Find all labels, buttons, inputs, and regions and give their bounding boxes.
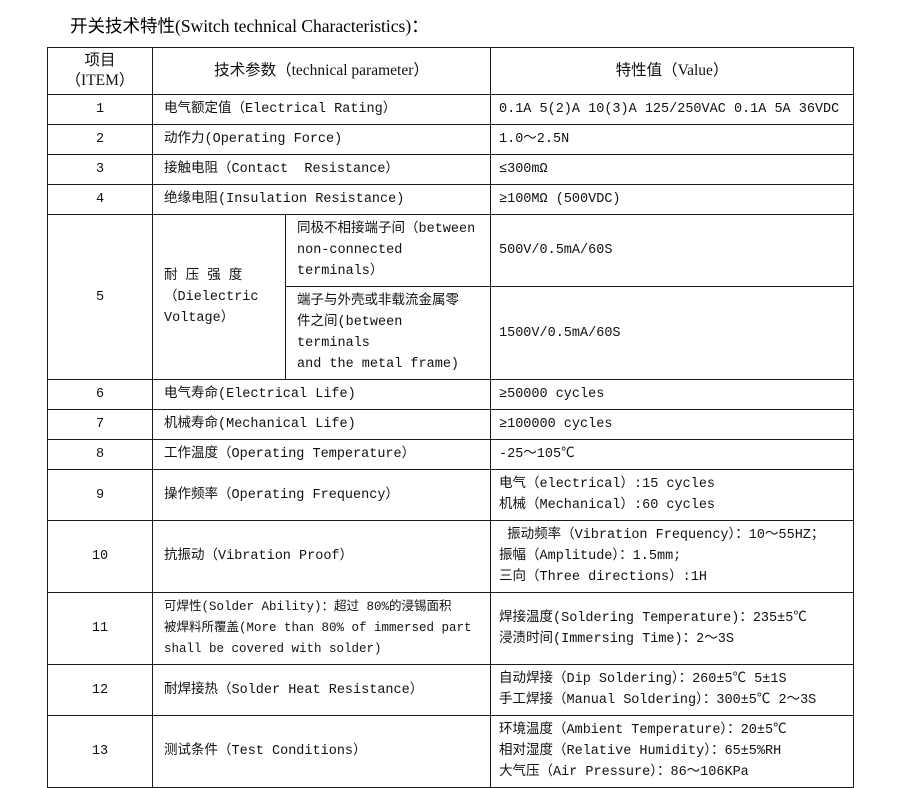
item-cell: 10 <box>47 520 153 593</box>
spec-row-1: 1 电气额定值（Electrical Rating） 0.1A 5(2)A 10… <box>47 94 854 125</box>
spec-row-4: 4 绝缘电阻(Insulation Resistance) ≥100MΩ (50… <box>47 184 854 215</box>
sub-parameter-cell: 端子与外壳或非载流金属零 件之间(between terminals and t… <box>285 286 491 380</box>
spec-row-10: 10 抗振动（Vibration Proof） 振动频率（Vibration F… <box>47 520 854 593</box>
item-cell: 4 <box>47 184 153 215</box>
parameter-cell: 耐焊接热（Solder Heat Resistance） <box>152 664 491 716</box>
table-header-row: 项目 （ITEM） 技术参数（technical parameter） 特性值（… <box>47 47 854 95</box>
item-cell: 12 <box>47 664 153 716</box>
spec-row-3: 3 接触电阻（Contact Resistance） ≤300mΩ <box>47 154 854 185</box>
spec-row-8: 8 工作温度（Operating Temperature） -25～105℃ <box>47 439 854 470</box>
parameter-cell: 接触电阻（Contact Resistance） <box>152 154 491 185</box>
item-cell: 13 <box>47 715 153 788</box>
header-value-cell: 特性值（Value） <box>490 47 854 95</box>
value-cell: ≥100000 cycles <box>490 409 854 440</box>
parameter-cell: 绝缘电阻(Insulation Resistance) <box>152 184 491 215</box>
value-cell: 电气（electrical）:15 cycles 机械（Mechanical）:… <box>490 469 854 521</box>
item-cell: 11 <box>47 592 153 665</box>
switch-characteristics-table: 项目 （ITEM） 技术参数（technical parameter） 特性值（… <box>47 47 854 788</box>
value-cell: ≥100MΩ (500VDC) <box>490 184 854 215</box>
item-cell: 8 <box>47 439 153 470</box>
value-cell: 500V/0.5mA/60S <box>490 214 854 287</box>
value-cell: 1500V/0.5mA/60S <box>490 286 854 380</box>
spec-row-5-dielectric-sub1: 5 耐 压 强 度 （Dielectric Voltage） 同极不相接端子间（… <box>47 214 854 380</box>
parameter-cell: 耐 压 强 度 （Dielectric Voltage） <box>152 214 286 380</box>
value-cell: 1.0～2.5N <box>490 124 854 155</box>
item-cell: 7 <box>47 409 153 440</box>
spec-row-12: 12 耐焊接热（Solder Heat Resistance） 自动焊接（Dip… <box>47 664 854 716</box>
header-parameter-cell: 技术参数（technical parameter） <box>152 47 491 95</box>
value-cell: 环境温度（Ambient Temperature）：20±5℃ 相对湿度（Rel… <box>490 715 854 788</box>
value-cell: 焊接温度(Soldering Temperature)：235±5℃ 浸渍时间(… <box>490 592 854 665</box>
parameter-cell: 工作温度（Operating Temperature） <box>152 439 491 470</box>
value-cell: 振动频率（Vibration Frequency）：10～55HZ； 振幅（Am… <box>490 520 854 593</box>
value-cell: ≤300mΩ <box>490 154 854 185</box>
parameter-cell: 测试条件（Test Conditions） <box>152 715 491 788</box>
spec-row-5-dielectric-sub2: 端子与外壳或非载流金属零 件之间(between terminals and t… <box>48 286 854 380</box>
parameter-cell: 电气寿命(Electrical Life) <box>152 379 491 410</box>
spec-row-13: 13 测试条件（Test Conditions） 环境温度（Ambient Te… <box>47 715 854 788</box>
spec-row-2: 2 动作力(Operating Force) 1.0～2.5N <box>47 124 854 155</box>
parameter-cell: 抗振动（Vibration Proof） <box>152 520 491 593</box>
parameter-cell: 机械寿命(Mechanical Life) <box>152 409 491 440</box>
item-cell: 1 <box>47 94 153 125</box>
item-cell: 3 <box>47 154 153 185</box>
item-cell: 5 <box>47 214 153 380</box>
item-cell: 2 <box>47 124 153 155</box>
spec-row-6: 6 电气寿命(Electrical Life) ≥50000 cycles <box>47 379 854 410</box>
item-cell: 6 <box>47 379 153 410</box>
value-cell: ≥50000 cycles <box>490 379 854 410</box>
spec-row-7: 7 机械寿命(Mechanical Life) ≥100000 cycles <box>47 409 854 440</box>
parameter-cell: 可焊性(Solder Ability)：超过 80%的浸锡面积 被焊料所覆盖(M… <box>152 592 491 665</box>
value-cell: -25～105℃ <box>490 439 854 470</box>
page-title: 开关技术特性(Switch technical Characteristics)… <box>70 16 429 36</box>
parameter-cell: 操作频率（Operating Frequency） <box>152 469 491 521</box>
header-item-cell: 项目 （ITEM） <box>47 47 153 95</box>
item-cell: 9 <box>47 469 153 521</box>
spec-row-11: 11 可焊性(Solder Ability)：超过 80%的浸锡面积 被焊料所覆… <box>47 592 854 665</box>
parameter-cell: 电气额定值（Electrical Rating） <box>152 94 491 125</box>
value-cell: 自动焊接（Dip Soldering）：260±5℃ 5±1S 手工焊接（Man… <box>490 664 854 716</box>
sub-parameter-cell: 同极不相接端子间（between non-connected terminals… <box>285 214 491 287</box>
parameter-cell: 动作力(Operating Force) <box>152 124 491 155</box>
spec-row-9: 9 操作频率（Operating Frequency） 电气（electrica… <box>47 469 854 521</box>
value-cell: 0.1A 5(2)A 10(3)A 125/250VAC 0.1A 5A 36V… <box>490 94 854 125</box>
